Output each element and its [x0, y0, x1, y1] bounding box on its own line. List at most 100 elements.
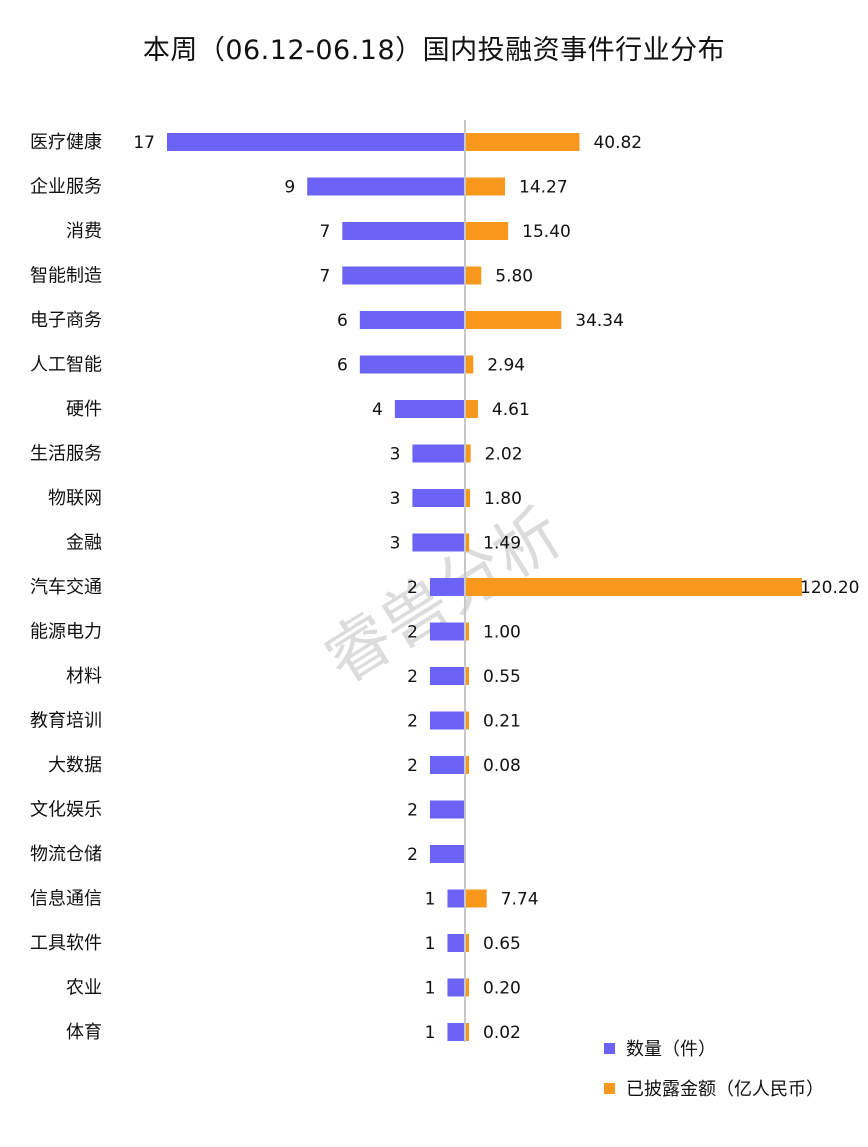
category-label: 物联网	[48, 488, 102, 509]
count-value-label: 7	[319, 267, 330, 287]
amount-bar	[465, 355, 474, 374]
amount-value-label: 0.20	[483, 979, 521, 999]
count-bar	[429, 800, 465, 819]
amount-bar	[465, 222, 509, 240]
count-bar	[447, 934, 465, 952]
legend: 数量（件） 已披露金额（亿人民币）	[604, 1039, 824, 1100]
amount-value-label: 1.80	[484, 489, 522, 509]
amount-bar	[465, 711, 469, 730]
count-value-label: 9	[284, 178, 295, 198]
count-value-label: 1	[425, 890, 436, 910]
amount-bars	[465, 133, 802, 1041]
count-bar	[394, 400, 465, 418]
amount-value-label: 15.40	[522, 222, 571, 242]
count-value-label: 2	[407, 712, 418, 732]
count-value-label: 2	[407, 801, 418, 821]
category-label: 信息通信	[30, 889, 102, 910]
category-label: 智能制造	[30, 266, 102, 287]
amount-bar	[465, 978, 469, 997]
count-value-label: 6	[337, 356, 348, 376]
count-bar	[447, 1023, 465, 1041]
amount-bar	[465, 756, 469, 774]
count-bar	[412, 533, 465, 552]
count-value-label: 2	[407, 667, 418, 687]
amount-value-label: 1.49	[483, 534, 521, 554]
count-bar	[429, 667, 465, 685]
legend-label: 已披露金额（亿人民币）	[626, 1079, 824, 1100]
count-bar	[412, 489, 465, 507]
amount-value-label: 14.27	[519, 178, 568, 198]
value-labels: 17 40.82 9 14.27 7 15.40 7 5.80 6 34.34 6 2.94 4 4.61…	[133, 133, 859, 1043]
category-label: 生活服务	[30, 444, 102, 465]
amount-value-label: 5.80	[495, 267, 533, 287]
amount-value-label: 1.00	[483, 623, 521, 643]
amount-bar	[465, 311, 562, 329]
legend-swatch	[604, 1083, 615, 1094]
amount-bar	[465, 533, 470, 552]
count-bar	[359, 355, 465, 374]
count-value-label: 6	[337, 311, 348, 331]
legend-swatch	[604, 1043, 615, 1054]
amount-bar	[465, 489, 471, 507]
count-value-label: 2	[407, 623, 418, 643]
amount-bar	[465, 177, 506, 196]
category-label: 企业服务	[30, 177, 102, 198]
amount-bar	[465, 1023, 469, 1041]
category-label: 农业	[66, 978, 102, 999]
count-bar	[447, 978, 465, 997]
category-label: 工具软件	[30, 933, 102, 954]
count-bar	[342, 222, 465, 240]
category-label: 医疗健康	[30, 132, 102, 153]
amount-bar	[465, 934, 469, 952]
count-bar	[429, 845, 465, 863]
amount-bar	[465, 133, 580, 151]
category-label: 汽车交通	[30, 577, 102, 598]
category-label: 电子商务	[30, 310, 102, 331]
amount-value-label: 2.94	[487, 356, 525, 376]
count-bar	[429, 622, 465, 641]
amount-bar	[465, 400, 478, 418]
count-value-label: 7	[319, 222, 330, 242]
count-value-label: 3	[390, 445, 401, 465]
amount-bar	[465, 667, 469, 685]
category-label: 金融	[66, 533, 102, 554]
count-bar	[307, 177, 465, 196]
category-label: 材料	[66, 666, 102, 687]
count-bar	[429, 711, 465, 730]
category-labels: 医疗健康企业服务消费智能制造电子商务人工智能硬件生活服务物联网金融汽车交通能源电…	[30, 132, 102, 1043]
count-value-label: 4	[372, 400, 383, 420]
amount-value-label: 0.02	[483, 1023, 521, 1043]
count-bar	[167, 133, 465, 151]
category-label: 硬件	[66, 399, 102, 420]
count-bar	[429, 578, 465, 596]
amount-bar	[465, 578, 802, 596]
category-label: 能源电力	[30, 622, 102, 643]
count-bar	[412, 444, 465, 463]
amount-bar	[465, 266, 482, 285]
count-value-label: 2	[407, 845, 418, 865]
amount-value-label: 7.74	[501, 890, 539, 910]
count-bar	[359, 311, 465, 329]
count-bars	[167, 133, 465, 1041]
category-label: 大数据	[48, 755, 102, 776]
amount-bar	[465, 889, 487, 908]
count-bar	[447, 889, 465, 908]
count-value-label: 17	[133, 133, 155, 153]
amount-value-label: 0.65	[483, 934, 521, 954]
amount-value-label: 40.82	[593, 133, 642, 153]
amount-value-label: 0.21	[483, 712, 521, 732]
amount-value-label: 0.08	[483, 756, 521, 776]
count-bar	[342, 266, 465, 285]
count-value-label: 2	[407, 756, 418, 776]
count-value-label: 3	[390, 489, 401, 509]
amount-bar	[465, 622, 469, 641]
category-label: 文化娱乐	[30, 800, 102, 821]
amount-value-label: 0.55	[483, 667, 521, 687]
count-value-label: 2	[407, 578, 418, 598]
amount-value-label: 34.34	[575, 311, 624, 331]
category-label: 物流仓储	[30, 844, 102, 865]
category-label: 消费	[66, 221, 102, 242]
category-label: 人工智能	[30, 355, 102, 376]
count-value-label: 1	[425, 979, 436, 999]
